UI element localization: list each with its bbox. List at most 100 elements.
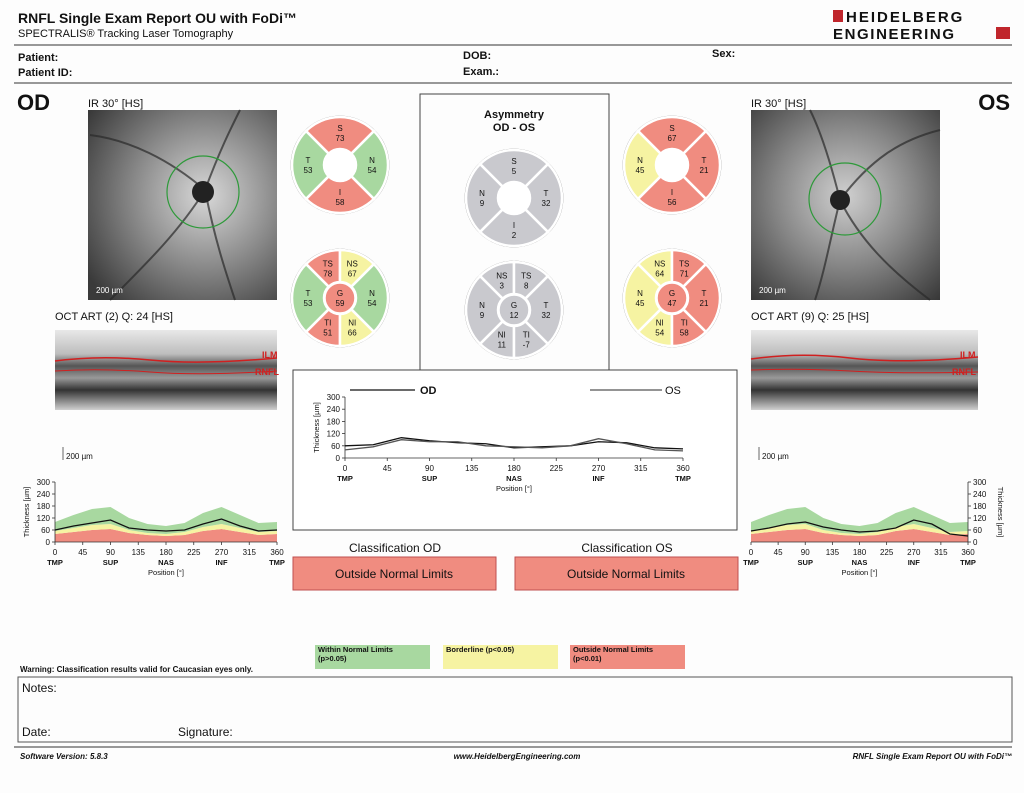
date-label: Date: <box>22 725 51 739</box>
classification-label: Classification OS <box>581 541 672 555</box>
sector <box>636 115 708 156</box>
x-tick-label: 135 <box>465 464 479 473</box>
sector-value: 8 <box>524 281 529 290</box>
x-tick-label: 45 <box>383 464 392 473</box>
x-category-label: INF <box>908 558 921 567</box>
sector-value: 5 <box>512 167 517 176</box>
scale-label: 200 µm <box>66 452 93 461</box>
sector <box>681 129 722 201</box>
sector <box>464 162 505 234</box>
x-tick-label: 315 <box>634 464 648 473</box>
sector <box>622 262 663 334</box>
sector-label: T <box>306 289 311 298</box>
x-tick-label: 225 <box>880 548 894 557</box>
legend-label: OD <box>420 385 437 397</box>
y-tick-label: 120 <box>327 430 341 439</box>
scan-circle <box>808 162 882 236</box>
retinal-vessels <box>89 109 241 301</box>
x-tick-label: 270 <box>907 548 921 557</box>
sector-label: G <box>337 289 343 298</box>
sector-value: 32 <box>542 199 551 208</box>
x-tick-label: 0 <box>53 548 58 557</box>
asymmetry-title: Asymmetry <box>484 109 545 121</box>
x-tick-label: 360 <box>270 548 284 557</box>
rnfl-line <box>54 369 278 375</box>
normative-band <box>751 529 968 542</box>
sector-label: N <box>479 301 485 310</box>
global-sector <box>498 294 530 326</box>
sector-value: 78 <box>323 269 332 278</box>
sector <box>523 274 564 346</box>
asymmetry-subtitle: OD - OS <box>493 122 535 134</box>
sector-label: I <box>513 221 515 230</box>
sector-value: 11 <box>498 341 507 350</box>
x-tick-label: 45 <box>774 548 783 557</box>
oct-label: OCT ART (9) Q: 25 [HS] <box>751 311 869 323</box>
sector-label: N <box>479 189 485 198</box>
sector-label: N <box>369 156 375 165</box>
x-category-label: TMP <box>47 558 63 567</box>
x-tick-label: 270 <box>215 548 229 557</box>
sector-label: G <box>511 301 517 310</box>
sector-label: G <box>669 289 675 298</box>
sector-value: 54 <box>655 329 664 338</box>
sector-value: 67 <box>668 134 677 143</box>
layer-label: ILM <box>960 350 976 360</box>
y-tick-label: 300 <box>37 478 51 487</box>
x-category-label: SUP <box>798 558 813 567</box>
x-tick-label: 135 <box>826 548 840 557</box>
legend-label: Within Normal Limits <box>318 645 393 654</box>
sector <box>512 319 550 360</box>
sector <box>523 162 564 234</box>
x-category-label: TMP <box>269 558 285 567</box>
sector-value: 54 <box>368 299 377 308</box>
x-tick-label: 180 <box>507 464 521 473</box>
sector <box>338 307 376 348</box>
sector-value: 9 <box>480 199 485 208</box>
sector-value: 66 <box>348 329 357 338</box>
sector <box>464 274 505 346</box>
sector-value: 67 <box>348 269 357 278</box>
sector-value: 53 <box>304 299 313 308</box>
x-tick-label: 0 <box>343 464 348 473</box>
sector-label: T <box>702 156 707 165</box>
logo-mark <box>996 27 1010 39</box>
sector-label: NS <box>654 259 665 268</box>
global-sector <box>656 282 688 314</box>
y-tick-label: 180 <box>327 417 341 426</box>
scale-label: 200 µm <box>96 286 123 295</box>
normative-band <box>55 507 277 534</box>
sector-label: N <box>637 156 643 165</box>
x-tick-label: 360 <box>676 464 690 473</box>
sector-label: N <box>637 289 643 298</box>
sector-label: TI <box>523 331 530 340</box>
sector-value: 21 <box>700 166 709 175</box>
y-tick-label: 240 <box>973 490 987 499</box>
layer-label: RNFL <box>952 367 976 377</box>
fundus-image <box>88 110 277 300</box>
website: www.HeidelbergEngineering.com <box>454 752 581 761</box>
normative-band <box>751 524 968 536</box>
sector <box>670 307 708 348</box>
normative-band <box>751 507 968 534</box>
x-tick-label: 90 <box>106 548 115 557</box>
sector-label: T <box>702 289 707 298</box>
sector-value: 51 <box>323 329 332 338</box>
sector-value: 59 <box>336 299 345 308</box>
sector <box>290 129 331 201</box>
x-category-label: TMP <box>337 474 353 483</box>
x-tick-label: 45 <box>78 548 87 557</box>
legend-label: Borderline (p<0.05) <box>446 645 515 654</box>
sector-value: 47 <box>668 299 677 308</box>
center-hole <box>325 150 355 180</box>
center-hole <box>657 150 687 180</box>
sector-value: 45 <box>636 166 645 175</box>
legend-swatch <box>315 645 430 669</box>
sector <box>349 129 390 201</box>
x-tick-label: 180 <box>853 548 867 557</box>
x-tick-label: 90 <box>425 464 434 473</box>
sector-value: 12 <box>510 311 519 320</box>
y-tick-label: 120 <box>973 514 987 523</box>
sector-label: T <box>306 156 311 165</box>
